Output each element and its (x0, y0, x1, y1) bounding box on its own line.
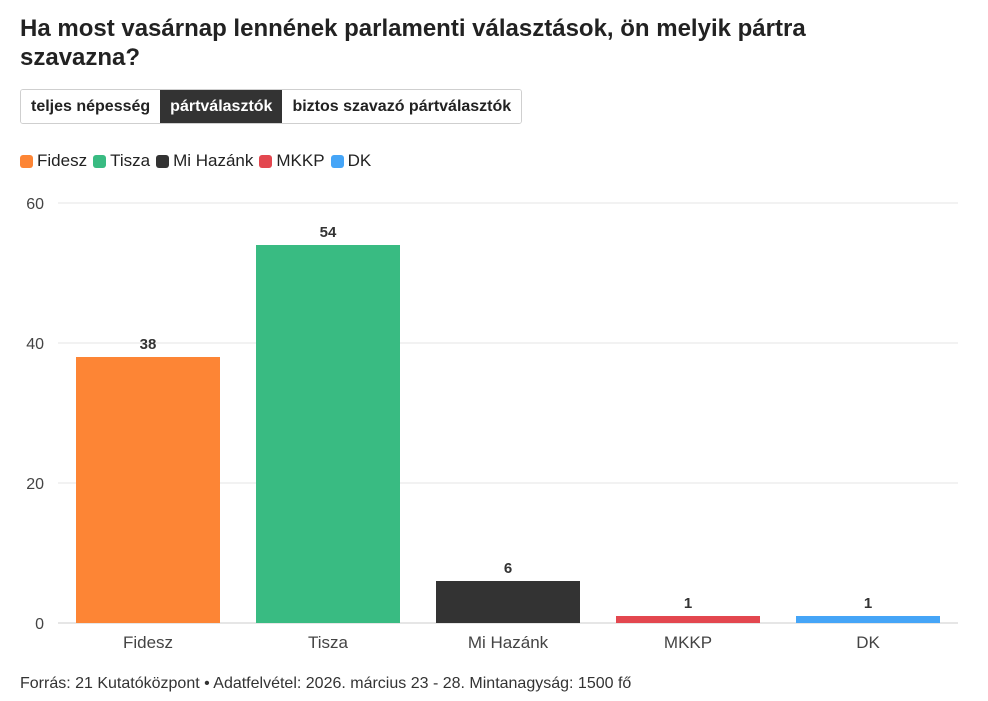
legend-swatch (93, 154, 107, 168)
bar-mi-hazánk (436, 581, 580, 623)
legend-item-mi-hazank[interactable]: Mi Hazánk (156, 151, 253, 171)
legend-label: DK (347, 151, 372, 170)
legend-swatch (20, 154, 33, 168)
tab-teljes-nepesseg[interactable]: teljes népesség (21, 90, 161, 123)
legend-item-fidesz[interactable]: Fidesz (20, 151, 87, 171)
filter-tabs: teljes népesség pártválasztók biztos sza… (20, 89, 523, 124)
x-tick-label: Fidesz (123, 633, 173, 652)
chart-legend: Fidesz Tisza Mi Hazánk MKKP DK (20, 151, 377, 171)
legend-label: MKKP (276, 151, 325, 170)
y-tick-label: 20 (26, 476, 44, 493)
y-tick-label: 40 (26, 336, 44, 353)
x-tick-label: DK (856, 633, 880, 652)
y-tick-label: 60 (26, 196, 44, 213)
legend-item-dk[interactable]: DK (330, 151, 372, 171)
bar-dk (796, 616, 940, 623)
legend-label: Mi Hazánk (173, 151, 254, 170)
legend-item-mkkp[interactable]: MKKP (259, 151, 325, 171)
data-label: 1 (864, 595, 872, 612)
legend-item-tisza[interactable]: Tisza (93, 151, 150, 171)
bar-fidesz (76, 357, 220, 623)
legend-swatch (259, 154, 273, 168)
tab-biztos-szavazo-partvalasztok[interactable]: biztos szavazó pártválasztók (282, 90, 522, 123)
tab-partvalasztok[interactable]: pártválasztók (160, 90, 283, 123)
bar-tisza (256, 245, 400, 623)
bar-mkkp (616, 616, 760, 623)
y-tick-label: 0 (35, 616, 44, 633)
x-tick-label: Mi Hazánk (468, 633, 549, 652)
legend-swatch (156, 154, 170, 168)
data-label: 6 (504, 560, 512, 577)
bar-chart: 0 20 40 60 38 Fidesz 54 Tisza 6 Mi Hazánk 1 MKKP 1 DK (26, 196, 958, 652)
data-label: 54 (320, 224, 337, 241)
source-note: Forrás: 21 Kutatóközpont • Adatfelvétel:… (20, 675, 632, 692)
data-label: 38 (140, 336, 157, 353)
legend-label: Tisza (110, 151, 151, 170)
data-label: 1 (684, 595, 692, 612)
legend-swatch (330, 154, 344, 168)
x-tick-label: Tisza (308, 633, 349, 652)
chart-title: Ha most vasárnap lennének parlamenti vál… (20, 15, 806, 71)
legend-label: Fidesz (37, 151, 88, 170)
x-tick-label: MKKP (664, 633, 712, 652)
